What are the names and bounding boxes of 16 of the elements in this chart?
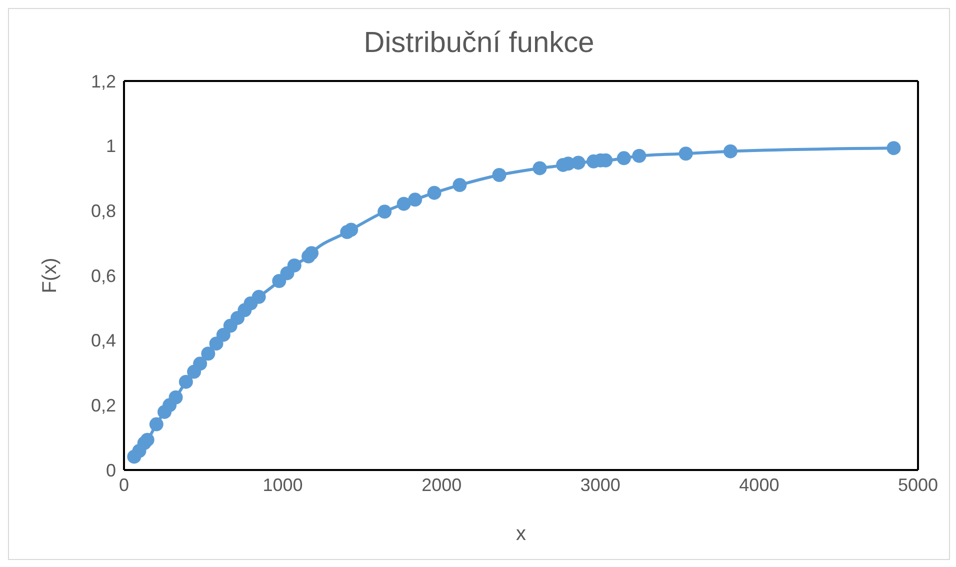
- x-axis-title: x: [516, 523, 526, 545]
- y-axis-title: F(x): [39, 258, 62, 294]
- y-tick-label: 0,2: [90, 396, 116, 416]
- y-tick-label: 1,2: [90, 71, 116, 92]
- x-tick-label: 3000: [580, 474, 620, 495]
- y-tick-label: 0,8: [90, 201, 116, 222]
- y-tick-label: 0: [106, 460, 116, 480]
- x-tick-label: 5000: [898, 474, 938, 495]
- x-tick-label: 0: [118, 474, 130, 495]
- y-tick-label: 0,6: [90, 266, 116, 286]
- x-tick-label: 2000: [422, 474, 462, 495]
- y-tick-label: 1: [106, 136, 116, 156]
- y-tick-label: 0,4: [90, 330, 116, 351]
- chart-title: Distribuční funkce: [362, 27, 596, 60]
- x-tick-label: 4000: [739, 474, 780, 495]
- x-tick-label: 1000: [262, 474, 303, 495]
